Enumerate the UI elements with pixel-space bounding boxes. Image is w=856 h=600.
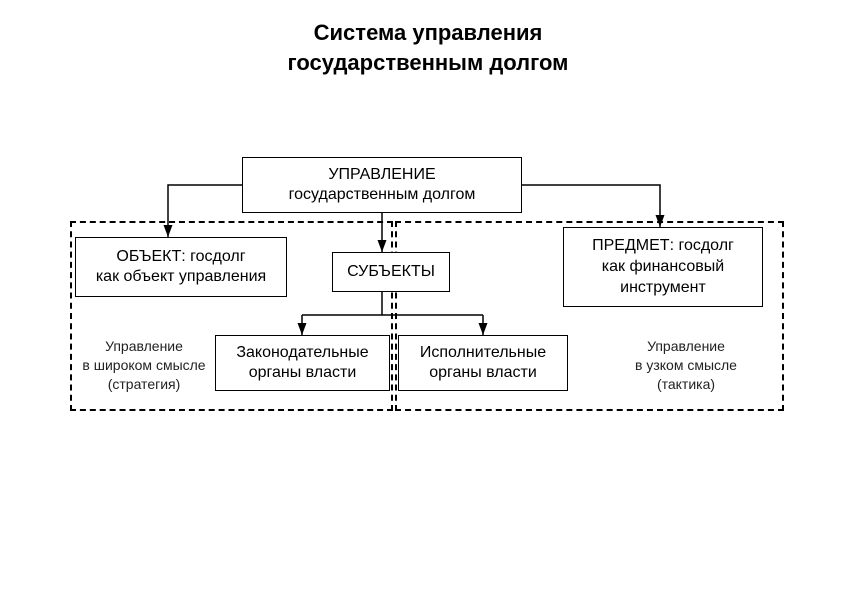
page-title: Система управления государственным долго… [0,0,856,77]
title-line1: Система управления [0,18,856,48]
box-legislative-line2: органы власти [236,363,368,384]
box-executive: Исполнительные органы власти [398,335,568,391]
box-subjects-label: СУБЪЕКТЫ [347,262,435,283]
caption-left-line3: (стратегия) [78,375,210,394]
box-object-line2: как объект управления [96,267,266,288]
box-executive-line1: Исполнительные [420,343,546,364]
box-management-line1: УПРАВЛЕНИЕ [289,165,476,186]
box-management: УПРАВЛЕНИЕ государственным долгом [242,157,522,213]
box-predmet-line2: как финансовый [592,257,734,278]
caption-right-line3: (тактика) [620,375,752,394]
box-legislative: Законодательные органы власти [215,335,390,391]
box-object: ОБЪЕКТ: госдолг как объект управления [75,237,287,297]
box-predmet-line3: инструмент [592,278,734,299]
box-management-line2: государственным долгом [289,185,476,206]
caption-right-line1: Управление [620,337,752,356]
caption-left: Управление в широком смысле (стратегия) [78,337,210,394]
diagram-canvas: УПРАВЛЕНИЕ государственным долгом ОБЪЕКТ… [0,77,856,597]
title-line2: государственным долгом [0,48,856,78]
caption-right: Управление в узком смысле (тактика) [620,337,752,394]
caption-left-line2: в широком смысле [78,356,210,375]
box-executive-line2: органы власти [420,363,546,384]
caption-left-line1: Управление [78,337,210,356]
box-predmet-line1: ПРЕДМЕТ: госдолг [592,236,734,257]
box-legislative-line1: Законодательные [236,343,368,364]
box-subjects: СУБЪЕКТЫ [332,252,450,292]
caption-right-line2: в узком смысле [620,356,752,375]
box-object-line1: ОБЪЕКТ: госдолг [96,247,266,268]
box-predmet: ПРЕДМЕТ: госдолг как финансовый инструме… [563,227,763,307]
